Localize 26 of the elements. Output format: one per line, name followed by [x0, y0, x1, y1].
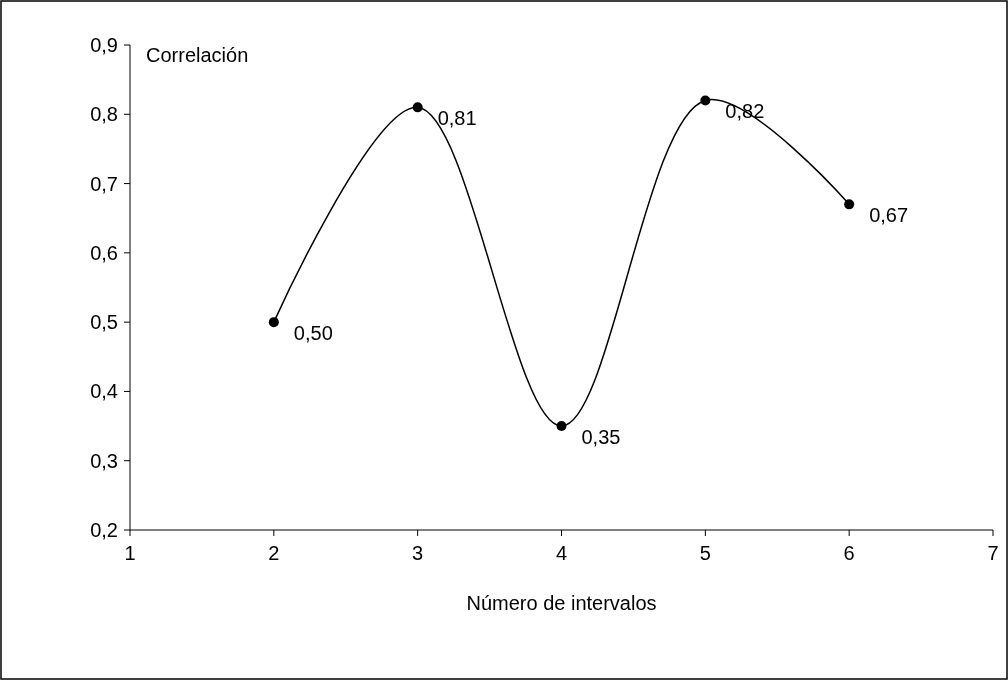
x-tick-label: 7	[987, 542, 999, 564]
x-tick-label: 6	[843, 542, 855, 564]
y-tick-label: 0,6	[90, 241, 118, 264]
x-tick-label: 2	[268, 542, 280, 564]
y-tick-label: 0,2	[90, 519, 118, 541]
point	[268, 317, 279, 328]
y-tick-label: 0,5	[90, 311, 118, 334]
x-axis-title: Número de intervalos	[466, 592, 657, 614]
y-tick-label: 0,8	[90, 103, 118, 126]
y-tick-label: 0,4	[90, 380, 118, 403]
data-label: 0,50	[293, 322, 333, 345]
x-tick-label: 5	[699, 542, 711, 564]
y-tick-label: 0,7	[90, 172, 118, 195]
x-tick-label: 1	[124, 542, 136, 564]
point	[556, 421, 567, 432]
y-axis-title: Correlación	[146, 44, 249, 66]
data-label: 0,67	[869, 204, 909, 227]
x-tick-label: 4	[555, 542, 568, 564]
y-tick-label: 0,9	[90, 34, 118, 56]
data-label: 0,35	[581, 426, 621, 449]
point	[700, 95, 711, 106]
point	[844, 199, 855, 210]
data-label: 0,81	[437, 107, 477, 130]
y-tick-label: 0,3	[90, 449, 118, 472]
x-tick-label: 3	[412, 542, 424, 564]
point	[412, 102, 423, 113]
